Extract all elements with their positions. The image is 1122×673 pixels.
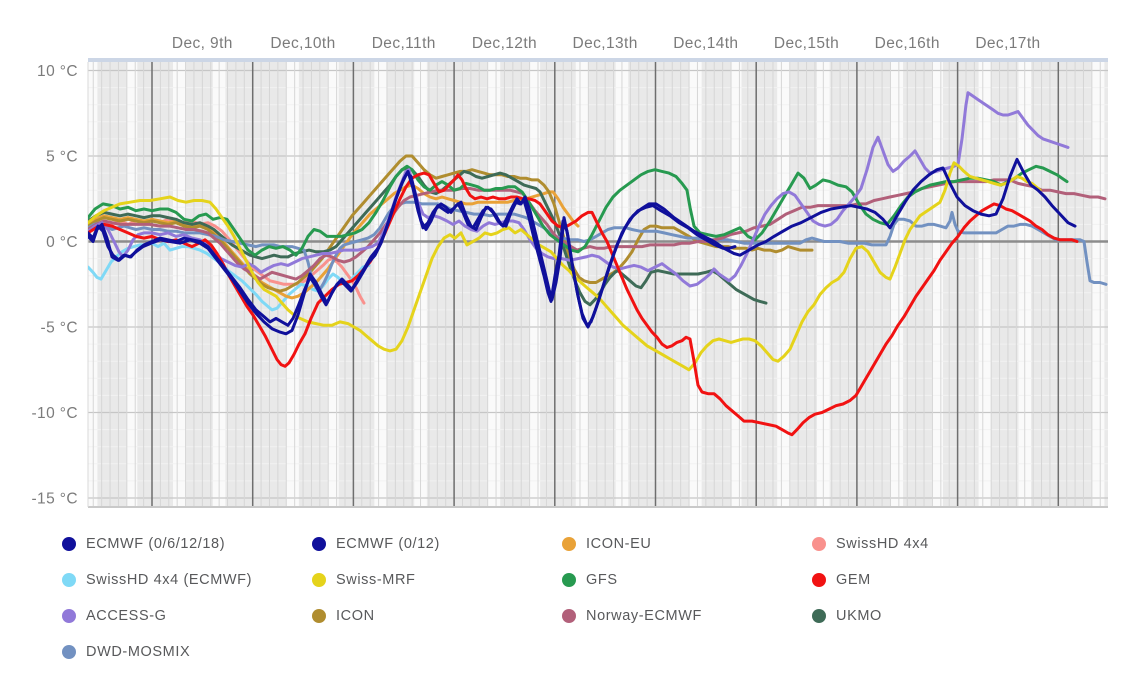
- date-label: Dec, 9th: [172, 35, 233, 52]
- date-label: Dec,10th: [270, 35, 335, 52]
- legend-item-swisshd_ec[interactable]: SwissHD 4x4 (ECMWF): [62, 572, 312, 588]
- legend-dot-swisshd: [812, 537, 826, 551]
- series-line-icon: [88, 154, 814, 293]
- legend-dot-access: [62, 609, 76, 623]
- date-label: Dec,11th: [372, 35, 436, 52]
- date-label: Dec,14th: [673, 35, 738, 52]
- date-label: Dec,15th: [774, 35, 839, 52]
- legend-dot-swisshd_ec: [62, 573, 76, 587]
- date-label: Dec,12th: [472, 35, 537, 52]
- legend-dot-ukmo: [812, 609, 826, 623]
- day-boundary-lines: [151, 62, 1060, 507]
- y-axis-labels: 10 °C 5 °C 0 °C -5 °C -10 °C -15 °C: [31, 63, 78, 508]
- h-gridlines: [88, 69, 1108, 499]
- legend-dot-gfs: [562, 573, 576, 587]
- date-label: Dec,16th: [875, 35, 940, 52]
- legend-item-swissmrf[interactable]: Swiss-MRF: [312, 572, 562, 588]
- temp-tick-label: -10 °C: [31, 405, 78, 422]
- legend-dot-icon: [312, 609, 326, 623]
- temperature-chart-svg: Dec, 9th Dec,10th Dec,11th Dec,12th Dec,13th…: [31, 35, 1108, 508]
- legend-label: Swiss-MRF: [336, 572, 416, 588]
- date-label: Dec,13th: [573, 35, 638, 52]
- series-line-ecmwf_012: [88, 157, 1077, 336]
- legend-item-norway[interactable]: Norway-ECMWF: [562, 608, 812, 624]
- v-gridlines: [92, 62, 1101, 507]
- legend-dot-icon_eu: [562, 537, 576, 551]
- temp-tick-label: 0 °C: [46, 234, 78, 251]
- temp-tick-label: 10 °C: [37, 63, 78, 80]
- plot-top-border: [88, 58, 1108, 62]
- legend-dot-gem: [812, 573, 826, 587]
- legend-label: ICON-EU: [586, 536, 652, 552]
- temp-tick-label: -5 °C: [41, 320, 78, 337]
- series-line-gem: [88, 171, 1079, 437]
- temp-tick-label: -15 °C: [31, 491, 78, 508]
- legend-label: ECMWF (0/6/12/18): [86, 536, 226, 552]
- legend-dot-ecmwf_012: [312, 537, 326, 551]
- series-lines: [88, 91, 1108, 437]
- legend-item-ecmwf_012[interactable]: ECMWF (0/12): [312, 536, 562, 552]
- legend-label: UKMO: [836, 608, 882, 624]
- series-line-swissmrf: [88, 161, 1042, 372]
- legend-label: GFS: [586, 572, 618, 588]
- legend-label: ICON: [336, 608, 375, 624]
- legend-item-gem[interactable]: GEM: [812, 572, 1062, 588]
- model-legend: ECMWF (0/6/12/18) ECMWF (0/12) ICON-EU Swis…: [62, 526, 1102, 670]
- legend-label: SwissHD 4x4: [836, 536, 929, 552]
- legend-dot-swissmrf: [312, 573, 326, 587]
- legend-item-gfs[interactable]: GFS: [562, 572, 812, 588]
- legend-item-swisshd[interactable]: SwissHD 4x4: [812, 536, 1062, 552]
- temp-tick-label: 5 °C: [46, 149, 78, 166]
- legend-label: SwissHD 4x4 (ECMWF): [86, 572, 253, 588]
- legend-item-dwd[interactable]: DWD-MOSMIX: [62, 644, 312, 660]
- plot-background: [88, 62, 1108, 507]
- legend-label: ACCESS-G: [86, 608, 167, 624]
- legend-dot-norway: [562, 609, 576, 623]
- legend-label: ECMWF (0/12): [336, 536, 440, 552]
- legend-label: Norway-ECMWF: [586, 608, 702, 624]
- date-label: Dec,17th: [975, 35, 1040, 52]
- legend-label: GEM: [836, 572, 871, 588]
- legend-dot-ecmwf_main: [62, 537, 76, 551]
- legend-dot-dwd: [62, 645, 76, 659]
- temperature-chart[interactable]: Dec, 9th Dec,10th Dec,11th Dec,12th Dec,13th…: [0, 0, 1122, 520]
- legend-item-icon[interactable]: ICON: [312, 608, 562, 624]
- x-axis-labels: Dec, 9th Dec,10th Dec,11th Dec,12th Dec,13th…: [172, 35, 1040, 52]
- legend-item-ecmwf_main[interactable]: ECMWF (0/6/12/18): [62, 536, 312, 552]
- legend-label: DWD-MOSMIX: [86, 644, 191, 660]
- legend-item-ukmo[interactable]: UKMO: [812, 608, 1062, 624]
- legend-item-icon_eu[interactable]: ICON-EU: [562, 536, 812, 552]
- legend-item-access[interactable]: ACCESS-G: [62, 608, 312, 624]
